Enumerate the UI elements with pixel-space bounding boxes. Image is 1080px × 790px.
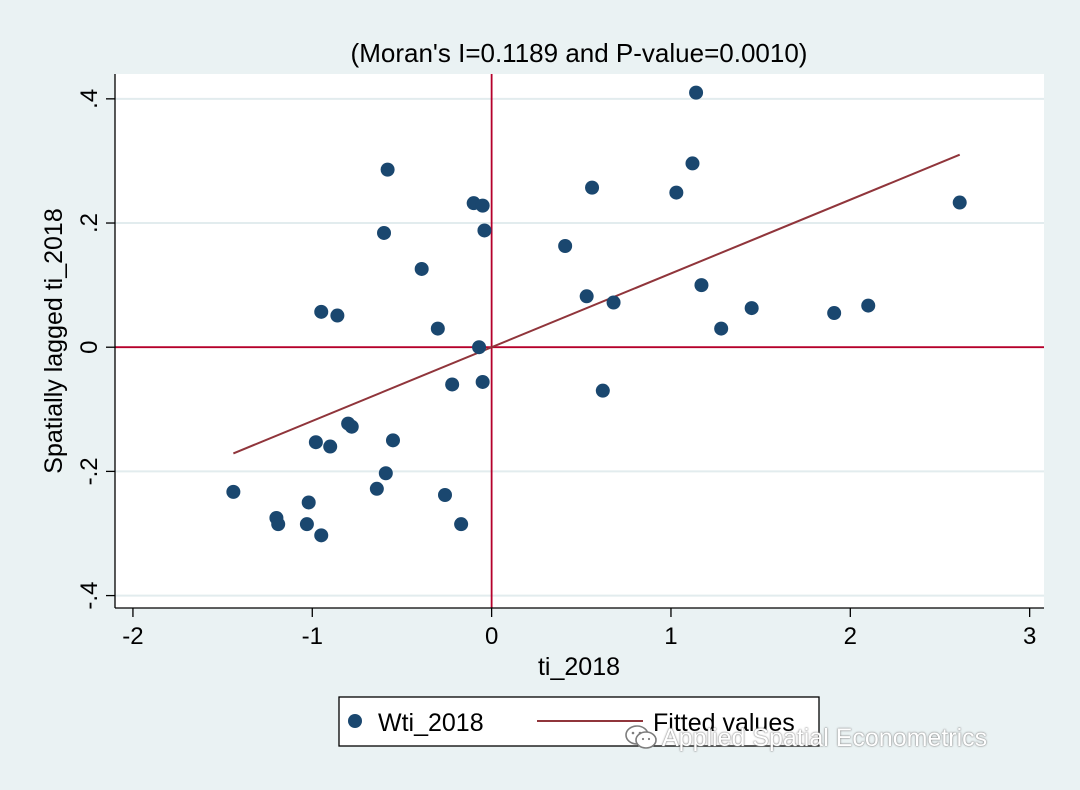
data-point-28 bbox=[579, 289, 594, 304]
y-tick-label-0: -.4 bbox=[76, 582, 103, 610]
data-point-3 bbox=[301, 495, 316, 510]
reference-lines bbox=[115, 74, 1044, 608]
data-point-34 bbox=[689, 85, 704, 100]
x-tick-label-3: 1 bbox=[664, 623, 677, 650]
data-point-11 bbox=[344, 419, 359, 434]
data-point-15 bbox=[377, 225, 392, 240]
data-point-16 bbox=[380, 162, 395, 177]
y-axis-label: Spatially lagged ti_2018 bbox=[40, 208, 68, 473]
data-point-29 bbox=[585, 180, 600, 195]
wechat-icon bbox=[624, 724, 658, 750]
data-point-14 bbox=[385, 433, 400, 448]
data-point-39 bbox=[861, 298, 876, 313]
data-point-25 bbox=[477, 223, 492, 238]
x-tick-label-4: 2 bbox=[844, 623, 857, 650]
x-tick-label-0: -2 bbox=[122, 623, 143, 650]
data-point-26 bbox=[475, 374, 490, 389]
data-point-2 bbox=[271, 517, 286, 532]
fitted-line-layer bbox=[232, 153, 961, 455]
data-point-20 bbox=[445, 377, 460, 392]
data-point-18 bbox=[430, 321, 445, 336]
chart-title: (Moran's I=0.1189 and P-value=0.0010) bbox=[351, 38, 808, 68]
data-point-36 bbox=[714, 321, 729, 336]
data-point-6 bbox=[308, 435, 323, 450]
y-tick-label-1: -.2 bbox=[76, 457, 103, 485]
plot-area bbox=[115, 74, 1044, 608]
data-point-40 bbox=[952, 195, 967, 210]
data-point-37 bbox=[744, 301, 759, 316]
watermark: Applied Spatial Econometrics bbox=[624, 724, 987, 753]
watermark-text: Applied Spatial Econometrics bbox=[662, 724, 988, 752]
y-tick-label-2: 0 bbox=[76, 341, 103, 354]
data-point-8 bbox=[314, 304, 329, 319]
data-point-35 bbox=[694, 278, 709, 293]
legend-label-wti: Wti_2018 bbox=[378, 709, 484, 737]
x-tick-label-5: 3 bbox=[1023, 623, 1036, 650]
data-point-21 bbox=[454, 517, 469, 532]
data-point-24 bbox=[475, 198, 490, 213]
data-point-19 bbox=[437, 487, 452, 502]
y-tick-label-3: .2 bbox=[76, 213, 103, 233]
legend: Wti_2018 Fitted values bbox=[338, 696, 820, 747]
fitted-values-line bbox=[232, 153, 961, 455]
legend-label-fitted: Fitted values bbox=[653, 709, 795, 737]
data-point-23 bbox=[472, 340, 487, 355]
data-point-7 bbox=[323, 439, 338, 454]
data-point-31 bbox=[606, 295, 621, 310]
data-point-4 bbox=[299, 517, 314, 532]
scatter-points bbox=[226, 85, 967, 543]
data-point-33 bbox=[685, 156, 700, 171]
data-point-0 bbox=[226, 484, 241, 499]
data-point-38 bbox=[827, 306, 842, 321]
data-point-5 bbox=[314, 528, 329, 543]
x-tick-label-1: -1 bbox=[302, 623, 323, 650]
data-point-30 bbox=[595, 383, 610, 398]
y-tick-label-4: .4 bbox=[76, 89, 103, 109]
data-point-17 bbox=[414, 261, 429, 276]
axes: -2 -1 0 1 2 3 -.4 -.2 0 .2 .4 bbox=[76, 74, 1044, 650]
data-point-9 bbox=[330, 308, 345, 323]
legend-marker-wti bbox=[348, 714, 362, 728]
data-point-13 bbox=[378, 466, 393, 481]
x-axis-label: ti_2018 bbox=[538, 653, 620, 681]
data-point-32 bbox=[669, 185, 684, 200]
x-tick-label-2: 0 bbox=[485, 623, 498, 650]
data-point-12 bbox=[369, 481, 384, 496]
grid-lines bbox=[115, 97, 1044, 597]
data-point-27 bbox=[558, 238, 573, 253]
